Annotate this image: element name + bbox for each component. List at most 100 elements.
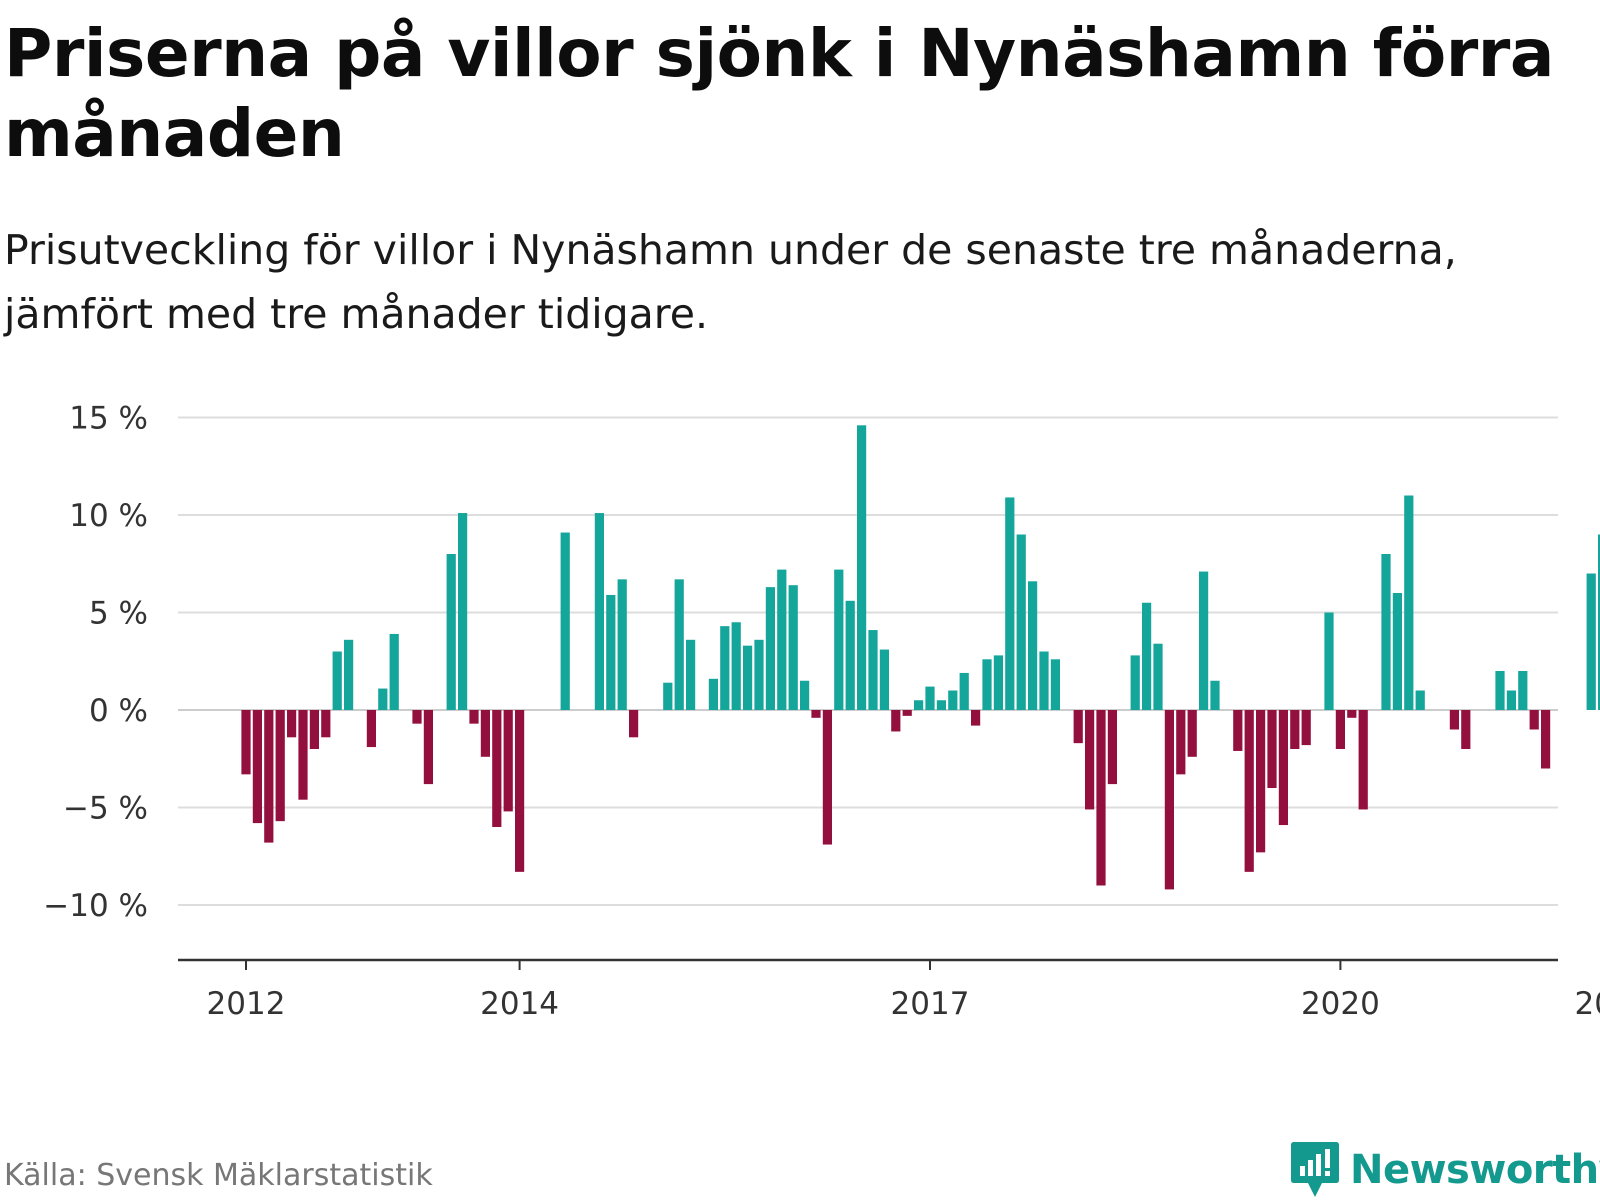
bar (423, 710, 433, 785)
bar (389, 633, 399, 710)
bar (993, 655, 1003, 710)
bar (629, 710, 639, 738)
bar (241, 710, 251, 775)
y-axis-labels: 15 % 10 % 5 % 0 % −5 % −10 % (43, 401, 148, 925)
bar-chart: 15 % 10 % 5 % 0 % −5 % −10 % 2012 2014 2017 2020… (43, 401, 1600, 1022)
bar (1518, 671, 1528, 710)
bar (469, 710, 479, 724)
bar (788, 585, 798, 710)
gridlines (178, 416, 1558, 906)
bar (686, 639, 696, 710)
bar (617, 579, 627, 710)
bars (241, 425, 1600, 890)
bar (1381, 554, 1391, 710)
bar (959, 672, 969, 710)
bar (1290, 710, 1300, 749)
bar (321, 710, 331, 738)
bar (1142, 602, 1152, 710)
bar (811, 710, 821, 718)
x-tick-label: 2020 (1301, 986, 1380, 1022)
bar (560, 532, 570, 710)
x-tick-label: 2012 (207, 986, 286, 1022)
bar (1541, 710, 1551, 769)
bar (720, 626, 730, 710)
bar (1301, 710, 1311, 746)
bar (1039, 651, 1049, 710)
bar (1586, 573, 1596, 710)
bar (765, 587, 775, 710)
brand-name: Newsworthy (1350, 1147, 1600, 1193)
bar (1187, 710, 1197, 757)
y-tick-label: 5 % (89, 596, 148, 632)
bar (344, 639, 354, 710)
bar (879, 649, 889, 710)
bar (891, 710, 901, 732)
bar (663, 682, 673, 710)
bar (1278, 710, 1288, 826)
bar (298, 710, 308, 800)
bar (1073, 710, 1083, 744)
bar (309, 710, 319, 749)
brand-logo: Newsworthy (1290, 1140, 1600, 1200)
y-tick-label: 15 % (69, 401, 148, 437)
bar (1164, 710, 1174, 890)
bar (446, 554, 456, 710)
bar (1358, 710, 1368, 810)
bar (982, 659, 992, 710)
bar (971, 710, 981, 726)
y-tick-label: −10 % (43, 888, 148, 924)
x-tick-label: 2014 (480, 986, 559, 1022)
y-tick-label: 0 % (89, 693, 148, 729)
bar (1347, 710, 1357, 718)
bar (1461, 710, 1471, 749)
bar (1050, 659, 1060, 710)
bar (914, 700, 924, 710)
bar (1244, 710, 1254, 872)
bar (822, 710, 832, 845)
bar (1335, 710, 1345, 749)
bar (1096, 710, 1106, 886)
bar (1495, 671, 1505, 710)
bar (1529, 710, 1539, 730)
x-axis: 2012 2014 2017 2020 2022 (178, 958, 1600, 1022)
bar (1210, 680, 1220, 710)
bar (480, 710, 490, 757)
x-tick-label: 2022 (1575, 986, 1600, 1022)
bar (366, 710, 376, 748)
bar (1392, 593, 1402, 710)
source-note: Källa: Svensk Mäklarstatistik (4, 1158, 433, 1193)
bar (1233, 710, 1243, 751)
bar (332, 651, 342, 710)
bar (1153, 643, 1163, 710)
bar (936, 700, 946, 710)
bar (264, 710, 274, 843)
chart-title: Priserna på villor sjönk i Nynäshamn för… (4, 15, 1554, 172)
bar (594, 513, 604, 710)
bar (1598, 534, 1600, 710)
bar (902, 710, 912, 716)
bar (1449, 710, 1459, 730)
bar (1199, 571, 1209, 710)
chart-subtitle: Prisutveckling för villor i Nynäshamn un… (4, 226, 1457, 338)
y-tick-label: −5 % (63, 791, 148, 827)
bar (754, 639, 764, 710)
bar (1506, 690, 1516, 710)
bar (1256, 710, 1266, 853)
bar (1415, 690, 1425, 710)
bar (925, 686, 935, 710)
bar (378, 688, 388, 710)
bar (674, 579, 684, 710)
bar (1267, 710, 1277, 788)
bar (834, 569, 844, 710)
bar (515, 710, 525, 872)
bar (252, 710, 262, 824)
bar (1176, 710, 1186, 775)
bar (458, 513, 468, 710)
bar (1324, 612, 1334, 710)
bar (800, 680, 810, 710)
bar (1016, 534, 1026, 710)
bar (287, 710, 297, 738)
newsworthy-logo-icon (1291, 1142, 1339, 1197)
bar (1130, 655, 1140, 710)
y-tick-label: 10 % (69, 498, 148, 534)
